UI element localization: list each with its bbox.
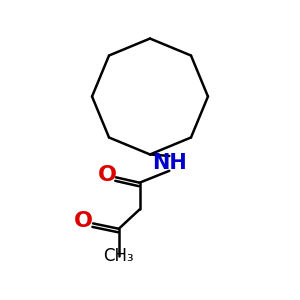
- Text: O: O: [98, 165, 116, 185]
- Text: O: O: [74, 211, 93, 231]
- Text: NH: NH: [152, 153, 187, 173]
- Text: CH₃: CH₃: [103, 247, 134, 265]
